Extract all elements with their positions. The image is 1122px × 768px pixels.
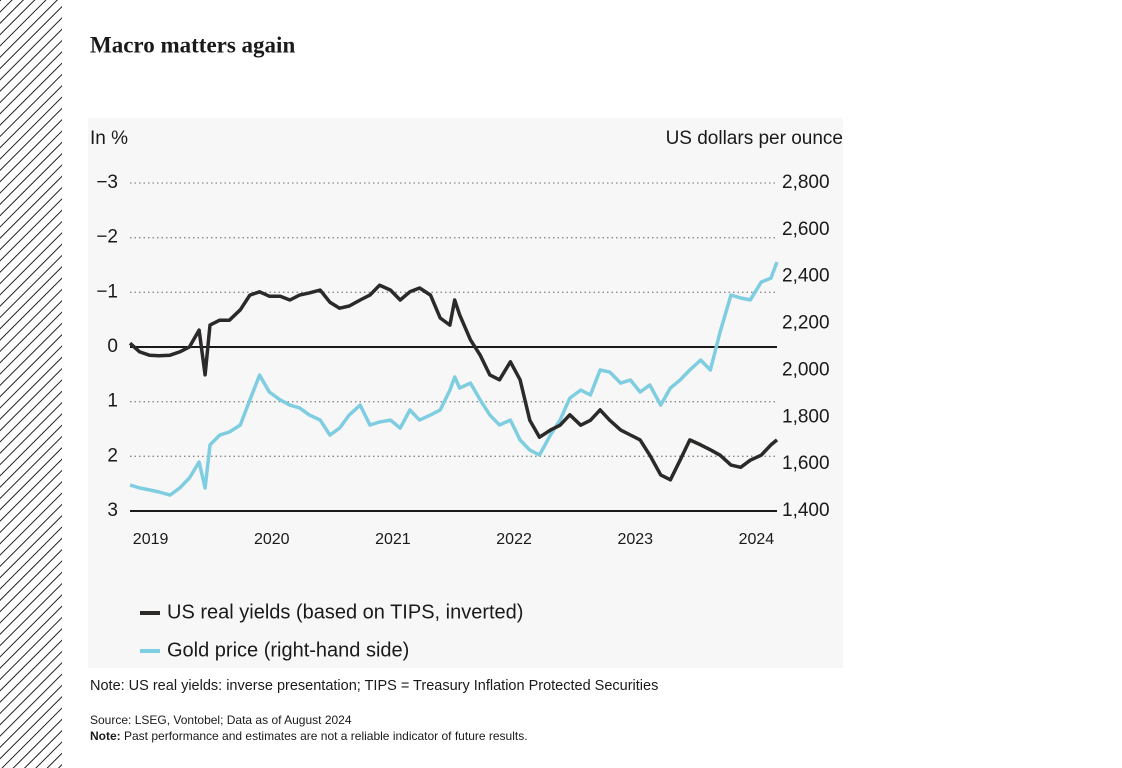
y2-tick-label: 2,600 xyxy=(782,219,830,240)
slide-title: Macro matters again xyxy=(90,32,295,57)
y2-tick-label: 2,800 xyxy=(782,172,830,193)
y2-tick-label: 1,800 xyxy=(782,406,830,427)
y2-tick-label: 1,600 xyxy=(782,453,830,474)
y-tick-label: −1 xyxy=(96,281,118,302)
x-tick-label: 2020 xyxy=(254,531,290,548)
footer-note: Note: Past performance and estimates are… xyxy=(90,729,528,743)
legend-label: Gold price (right-hand side) xyxy=(167,639,409,661)
x-tick-label: 2019 xyxy=(133,531,169,548)
series-line xyxy=(129,261,779,497)
x-tick-label: 2021 xyxy=(375,531,411,548)
y2-axis-label: US dollars per ounce xyxy=(666,128,843,149)
x-tick-label: 2023 xyxy=(617,531,653,548)
y2-tick-label: 1,400 xyxy=(782,500,830,521)
x-tick-label: 2022 xyxy=(496,531,532,548)
chart-background xyxy=(88,118,843,668)
y-tick-label: 1 xyxy=(107,391,118,412)
chart-note: Note: US real yields: inverse presentati… xyxy=(90,678,658,694)
y2-tick-label: 2,400 xyxy=(782,266,830,287)
y-tick-label: −2 xyxy=(96,227,118,248)
decor-stripe xyxy=(0,0,62,768)
y2-tick-label: 2,000 xyxy=(782,359,830,380)
footer-note-text: Past performance and estimates are not a… xyxy=(121,729,528,743)
y-tick-label: 2 xyxy=(107,445,118,466)
series-line xyxy=(128,283,779,482)
y-tick-label: 0 xyxy=(107,336,118,357)
x-tick-label: 2024 xyxy=(739,531,775,548)
y-axis-label: In % xyxy=(90,128,128,149)
source: Source: LSEG, Vontobel; Data as of Augus… xyxy=(90,713,352,727)
y-tick-label: −3 xyxy=(96,172,118,193)
legend-label: US real yields (based on TIPS, inverted) xyxy=(167,601,523,623)
y-tick-label: 3 xyxy=(107,500,118,521)
footer-note-label: Note: xyxy=(90,729,121,743)
y2-tick-label: 2,200 xyxy=(782,313,830,334)
